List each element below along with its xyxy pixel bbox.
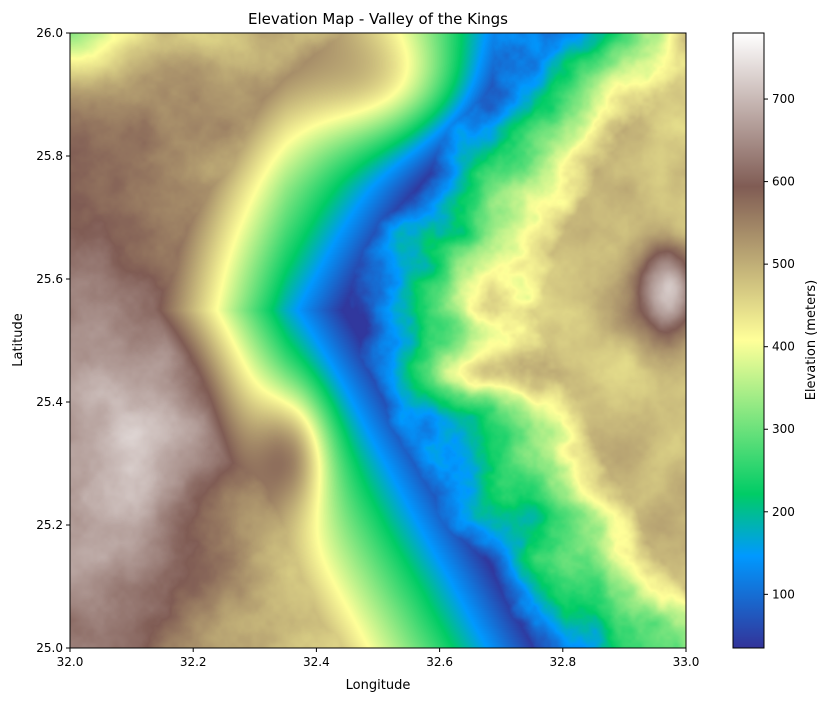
colorbar [732, 32, 765, 649]
y-axis-ticks: 25.0 25.2 25.4 25.6 25.8 26.0 [36, 26, 70, 655]
y-tick-label: 26.0 [36, 26, 63, 40]
elevation-raster [70, 33, 686, 648]
chart-title: Elevation Map - Valley of the Kings [248, 10, 508, 28]
colorbar-tick-label: 700 [772, 92, 795, 106]
colorbar-label: Elevation (meters) [804, 280, 819, 401]
y-tick-label: 25.2 [36, 518, 63, 532]
x-tick-label: 32.8 [549, 655, 576, 669]
x-tick-label: 32.2 [180, 655, 207, 669]
elevation-heatmap [70, 33, 686, 648]
colorbar-tick-label: 400 [772, 340, 795, 354]
x-tick-label: 33.0 [673, 655, 700, 669]
colorbar-tick-label: 300 [772, 422, 795, 436]
x-axis-ticks: 32.0 32.2 32.4 32.6 32.8 33.0 [57, 648, 700, 669]
x-axis-label: Longitude [346, 678, 411, 693]
y-axis-label: Latitude [11, 313, 26, 367]
x-tick-label: 32.6 [426, 655, 453, 669]
y-tick-label: 25.0 [36, 641, 63, 655]
colorbar-ticks: 100 200 300 400 500 600 700 [764, 92, 795, 601]
colorbar-tick-label: 600 [772, 175, 795, 189]
y-tick-label: 25.6 [36, 272, 63, 286]
colorbar-tick-label: 100 [772, 587, 795, 601]
x-tick-label: 32.0 [57, 655, 84, 669]
y-tick-label: 25.8 [36, 149, 63, 163]
y-tick-label: 25.4 [36, 395, 63, 409]
plot-frame [69, 32, 687, 649]
colorbar-tick-label: 200 [772, 505, 795, 519]
colorbar-tick-label: 500 [772, 257, 795, 271]
x-tick-label: 32.4 [303, 655, 330, 669]
